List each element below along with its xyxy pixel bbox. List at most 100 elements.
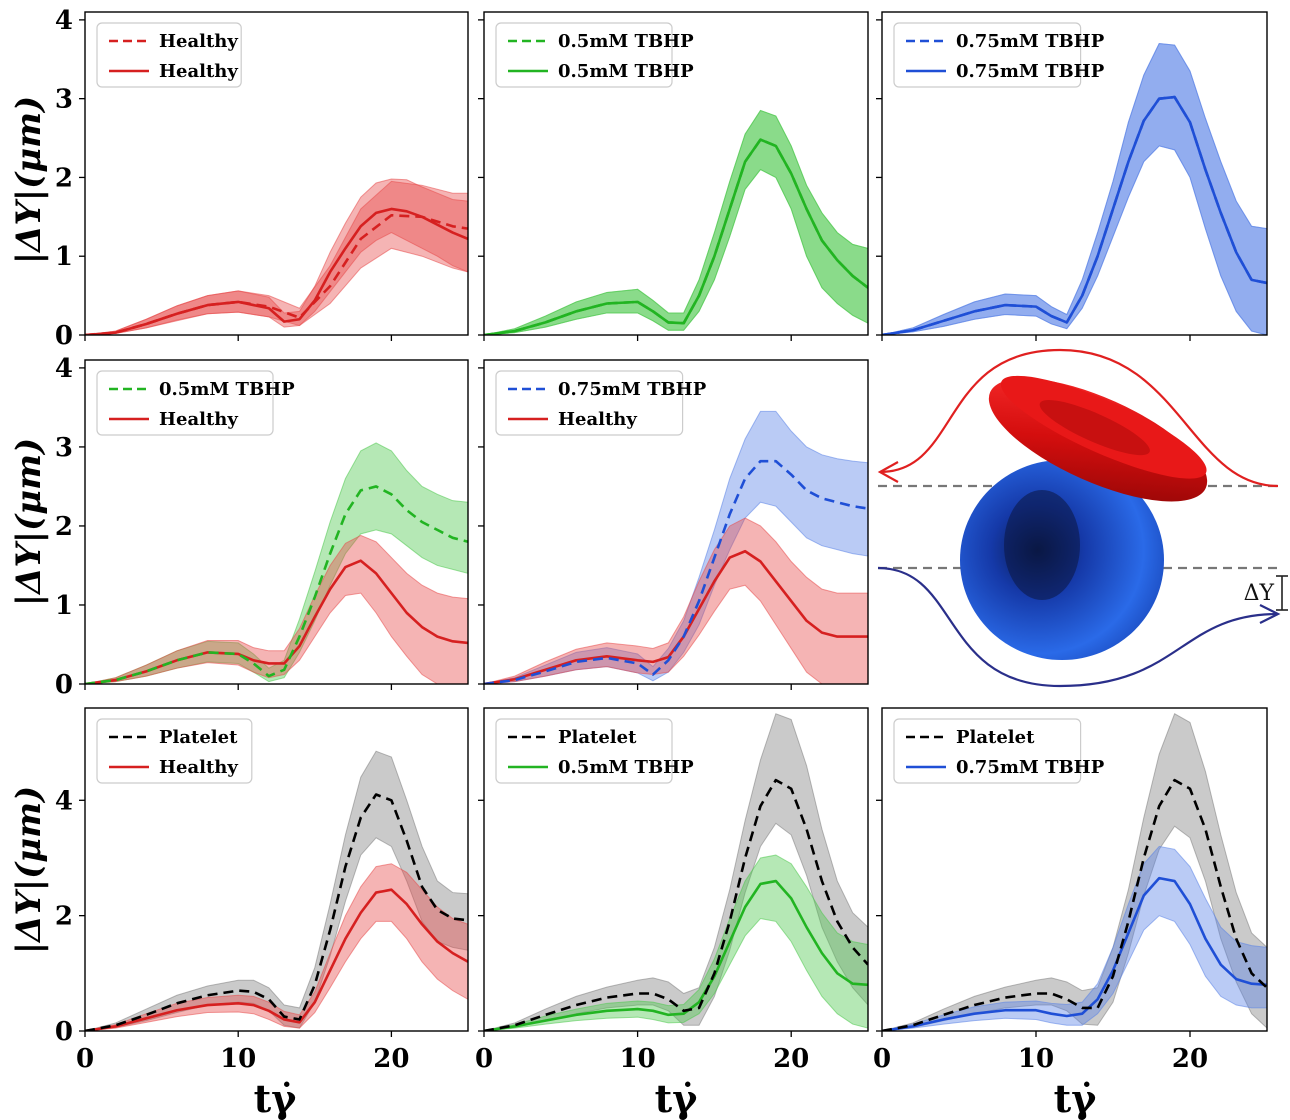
confidence-band-platelet (484, 713, 868, 1031)
y-tick-label: 2 (55, 512, 73, 542)
x-tick-label: 20 (773, 1044, 809, 1074)
x-tick-label: 0 (76, 1044, 94, 1074)
series-line-healthy-dashed (85, 213, 468, 335)
panel-row1-col3: 0.75mM TBHP 0.75mM TBHP (876, 11, 1268, 341)
confidence-band-tbhp075 (484, 410, 868, 684)
collision-diagram: ΔY (877, 348, 1288, 688)
plot-layer (484, 713, 868, 1031)
y-tick-label: 0 (55, 1017, 73, 1047)
legend-label: 0.5mM TBHP (558, 757, 694, 778)
axes-frame (483, 11, 869, 336)
plot-layer (484, 410, 868, 684)
series-line-healthy-solid (484, 549, 868, 684)
series-line-tbhp075-dashed (882, 95, 1267, 335)
confidence-band-tbhp05 (85, 442, 468, 684)
axes-frame (483, 359, 869, 685)
confidence-band-platelet (882, 713, 1267, 1031)
y-tick-label: 0 (55, 321, 73, 351)
series-line-tbhp05-dashed (484, 138, 868, 335)
axes-frame (881, 707, 1268, 1032)
legend: Healthy Healthy (96, 22, 242, 88)
delta-y-label: ΔY (1244, 581, 1275, 606)
legend: 0.5mM TBHP 0.5mM TBHP (495, 22, 694, 88)
series-line-healthy-solid (85, 888, 468, 1031)
legend-label: Platelet (558, 727, 637, 748)
legend-label: Healthy (159, 61, 238, 82)
plot-layer (85, 750, 468, 1031)
confidence-band-healthy (484, 517, 868, 684)
ylabel-row3: |ΔY|(μm) (9, 786, 49, 954)
legend: 0.5mM TBHP Healthy (96, 370, 295, 436)
plot-layer (882, 713, 1267, 1031)
y-tick-label: 3 (55, 433, 73, 463)
legend-label: 0.75mM TBHP (956, 757, 1105, 778)
series-line-platelet-dashed (85, 793, 468, 1031)
confidence-band-healthy (85, 863, 468, 1031)
legend: 0.75mM TBHP 0.75mM TBHP (893, 22, 1105, 88)
x-tick-label: 20 (373, 1044, 409, 1074)
confidence-band-healthy (85, 178, 468, 335)
xlabel-col2: tγ̇ (655, 1076, 699, 1120)
red-cell (988, 375, 1208, 502)
plot-layer (484, 109, 868, 335)
ylabel-row2: |ΔY|(μm) (9, 438, 49, 606)
series-line-tbhp075-solid (882, 876, 1267, 1031)
series-line-platelet-dashed (484, 778, 868, 1031)
red-arrow-head (877, 461, 899, 483)
y-tick-label: 1 (55, 242, 73, 272)
legend-label: 0.75mM TBHP (956, 31, 1105, 52)
panel-row1-col1: 0 1 2 3 4 Healthy Healthy (55, 6, 469, 351)
legend-label: 0.75mM TBHP (558, 379, 707, 400)
legend-label: Healthy (558, 409, 637, 430)
legend: Platelet Healthy (96, 718, 253, 784)
y-tick-label: 0 (55, 670, 73, 700)
plot-layer (85, 178, 468, 335)
confidence-band-tbhp075 (882, 42, 1267, 335)
confidence-band-tbhp05 (484, 109, 868, 335)
y-tick-label: 4 (55, 354, 73, 384)
plot-layer (85, 442, 468, 684)
y-tick-label: 2 (55, 902, 73, 932)
x-tick-label: 0 (475, 1044, 493, 1074)
series-line-platelet-dashed (882, 778, 1267, 1031)
legend: 0.75mM TBHP Healthy (495, 370, 707, 436)
x-tick-label: 20 (1172, 1044, 1208, 1074)
confidence-band-healthy (85, 534, 468, 684)
panel-row2-col1: 0 1 2 3 4 0.5mM TBHP Healthy (55, 354, 469, 700)
ylabel-row1: |ΔY|(μm) (9, 96, 49, 264)
legend-label: 0.5mM TBHP (558, 61, 694, 82)
legend-label: 0.75mM TBHP (956, 61, 1105, 82)
legend-label: 0.5mM TBHP (159, 379, 295, 400)
panel-row3-col1: 0 2 4 0 10 20 Platelet Healthy (55, 707, 469, 1074)
confidence-band-tbhp05 (484, 854, 868, 1031)
legend-label: Healthy (159, 31, 238, 52)
panel-row1-col2: 0.5mM TBHP 0.5mM TBHP (478, 11, 869, 341)
red-trajectory-arrow (879, 348, 1279, 488)
xlabel-col3: tγ̇ (1054, 1076, 1098, 1120)
y-tick-label: 4 (55, 786, 73, 816)
legend-label: Healthy (159, 409, 238, 430)
legend: Platelet 0.5mM TBHP (495, 718, 694, 784)
legend: Platelet 0.75mM TBHP (893, 718, 1105, 784)
panel-row3-col3: 0 10 20 Platelet 0.75mM TBHP (873, 707, 1268, 1074)
plot-layer (882, 42, 1267, 335)
x-tick-label: 0 (873, 1044, 891, 1074)
y-tick-label: 4 (55, 6, 73, 36)
xlabel-col1: tγ̇ (254, 1076, 298, 1120)
blue-trajectory-arrow (877, 566, 1279, 688)
series-line-tbhp075-dashed (484, 459, 868, 684)
axes-frame (84, 707, 469, 1032)
y-tick-label: 2 (55, 163, 73, 193)
series-line-tbhp05-dashed (85, 485, 468, 684)
confidence-band-tbhp075 (882, 845, 1267, 1031)
legend-label: Platelet (159, 727, 238, 748)
axes-frame (84, 359, 469, 685)
panel-row3-col2: 0 10 20 Platelet 0.5mM TBHP (475, 707, 869, 1074)
axes-frame (84, 11, 469, 336)
legend-label: 0.5mM TBHP (558, 31, 694, 52)
axes-frame (881, 11, 1268, 336)
legend-label: Platelet (956, 727, 1035, 748)
x-tick-label: 10 (620, 1044, 656, 1074)
